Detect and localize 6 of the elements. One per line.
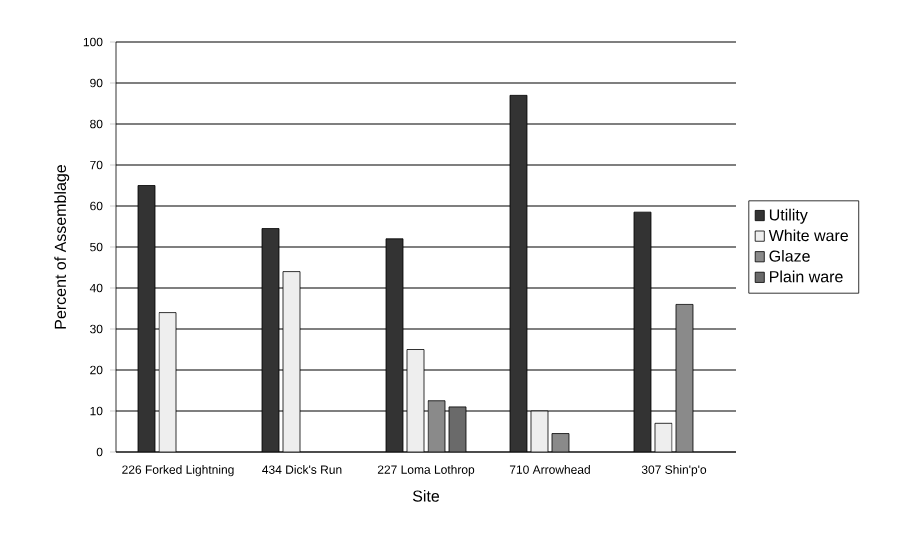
legend-label: Plain ware [770, 270, 843, 283]
legend-label: Glaze [769, 249, 810, 262]
x-axis-title: Site [412, 489, 440, 502]
y-axis-title: Percent of Assemblage [54, 165, 70, 329]
legend-label: Utility [769, 208, 808, 224]
legend-label: White ware [768, 229, 848, 242]
